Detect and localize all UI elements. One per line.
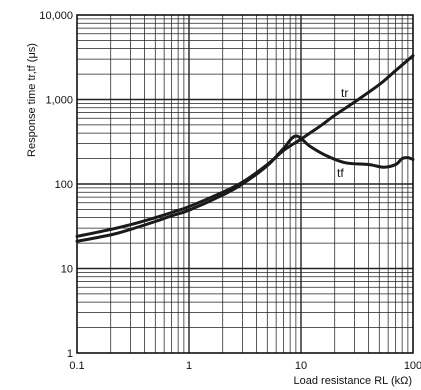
y-axis-title: Response time tr,tf (μs) <box>26 43 38 157</box>
plot-frame <box>76 14 414 354</box>
x-tick-label: 0.1 <box>69 360 84 372</box>
y-tick-label: 1,000 <box>45 95 73 107</box>
y-tick-label: 100 <box>55 179 73 191</box>
series-label-tr: tr <box>341 86 348 100</box>
series-label-tf: tf <box>337 166 344 180</box>
y-tick-label: 10,000 <box>39 10 73 22</box>
x-tick-label: 10 <box>295 360 307 372</box>
grid <box>77 15 413 353</box>
x-tick-label: 100 <box>404 360 421 372</box>
series-line-tf <box>75 134 415 243</box>
y-tick-label: 10 <box>61 264 73 276</box>
series-lines <box>75 54 415 243</box>
y-tick-label: 1 <box>67 348 73 360</box>
x-axis-title: Load resistance RL (kΩ) <box>294 375 412 387</box>
x-tick-label: 1 <box>186 360 192 372</box>
